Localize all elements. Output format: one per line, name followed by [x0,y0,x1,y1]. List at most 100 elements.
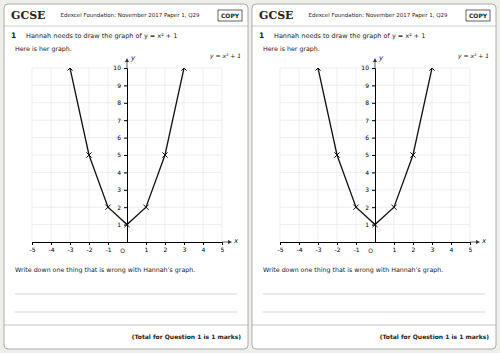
y-tick-label: 2 [365,204,369,211]
x-tick-label: -2 [87,246,93,253]
x-tick-mark [432,242,433,245]
y-tick-label: 2 [117,204,121,211]
x-tick-mark [299,242,300,245]
x-tick-label: -5 [30,246,36,253]
x-tick-mark [203,242,204,245]
data-marks [67,68,186,227]
data-marker [334,152,339,157]
data-line [318,68,432,225]
y-tick: 5 [117,151,127,158]
y-axis-line [124,69,128,243]
y-tick-label: 1 [117,221,121,228]
y-tick-mark [372,68,375,69]
x-tick-mark [337,242,338,245]
y-tick: 4 [117,169,127,176]
x-tick: -5 [30,242,36,253]
intro-text: Here is her graph. [263,45,320,53]
x-tick-label: 4 [202,246,206,253]
equation-label: y = x² + 1 [209,52,241,60]
y-axis: 12345678910 [113,64,127,242]
x-tick-label: 5 [221,246,225,253]
y-axis-label: y [378,54,384,62]
data-marker [105,205,110,210]
subtitle: Edexcel Foundation: November 2017 Paper … [308,12,448,19]
x-tick: -2 [87,242,93,253]
footer-separator [4,325,248,326]
x-tick-mark [318,242,319,245]
y-tick-mark [372,138,375,139]
y-tick-label: 5 [117,151,121,158]
x-tick: 4 [450,242,454,253]
y-tick: 8 [117,99,127,106]
y-tick: 1 [365,221,375,228]
prompt-text: Write down one thing that is wrong with … [263,266,443,274]
data-marker [315,68,320,71]
question-text: Hannah needs to draw the graph of y = x²… [26,32,177,40]
y-tick-label: 7 [117,117,121,124]
copy-box [218,10,242,21]
data-marker [429,68,434,71]
y-tick-mark [124,207,127,208]
prompt-text: Write down one thing that is wrong with … [15,266,195,274]
copy-label: COPY [469,12,488,19]
x-tick: -5 [278,242,284,253]
x-tick: -3 [316,242,322,253]
x-axis-label: x [481,237,487,245]
x-axis: -5-4-3-2-112345 [30,242,225,253]
x-tick-label: -4 [49,246,55,253]
y-tick-label: 10 [361,64,369,71]
copy-label: COPY [221,12,240,19]
x-tick: 4 [202,242,206,253]
grid [280,68,470,242]
x-tick: -4 [49,242,55,253]
data-marker [86,152,91,157]
data-marker [391,205,396,210]
x-tick-label: 3 [183,246,187,253]
x-tick-label: -3 [68,246,74,253]
y-tick-mark [124,172,127,173]
y-tick-mark [124,190,127,191]
x-tick-mark [165,242,166,245]
data-marker [353,205,358,210]
x-tick: 3 [183,242,187,253]
x-tick: -1 [106,242,112,253]
page: GCSEEdexcel Foundation: November 2017 Pa… [0,0,500,353]
data-marks [315,68,434,227]
x-tick-label: -4 [297,246,303,253]
x-tick: -3 [68,242,74,253]
data-marker [162,152,167,157]
y-tick: 7 [117,117,127,124]
x-axis: -5-4-3-2-112345 [278,242,473,253]
y-tick-mark [372,190,375,191]
x-tick-label: -3 [316,246,322,253]
y-tick-mark [372,155,375,156]
y-tick-label: 3 [365,186,369,193]
x-tick-mark [108,242,109,245]
origin-label: O [368,247,373,254]
y-tick-label: 10 [113,64,121,71]
answer-line [263,294,485,295]
x-tick: 1 [145,242,149,253]
x-tick-label: -5 [278,246,284,253]
panel: GCSEEdexcel Foundation: November 2017 Pa… [252,4,496,349]
x-tick-label: 1 [145,246,149,253]
y-tick-label: 6 [365,134,369,141]
y-tick-label: 1 [365,221,369,228]
origin-label: O [120,247,125,254]
x-tick-mark [413,242,414,245]
y-tick-mark [124,155,127,156]
x-tick-label: 5 [469,246,473,253]
x-tick-mark [356,242,357,245]
y-tick: 3 [117,186,127,193]
x-tick: 2 [412,242,416,253]
x-tick-mark [51,242,52,245]
question-number: 1 [11,31,16,40]
x-tick: 5 [469,242,473,253]
y-tick-mark [124,68,127,69]
x-tick-mark [146,242,147,245]
y-tick-mark [124,85,127,86]
y-tick-mark [372,85,375,86]
y-tick: 3 [365,186,375,193]
data-marker [143,205,148,210]
graph: -5-4-3-2-11234512345678910 [278,60,478,253]
